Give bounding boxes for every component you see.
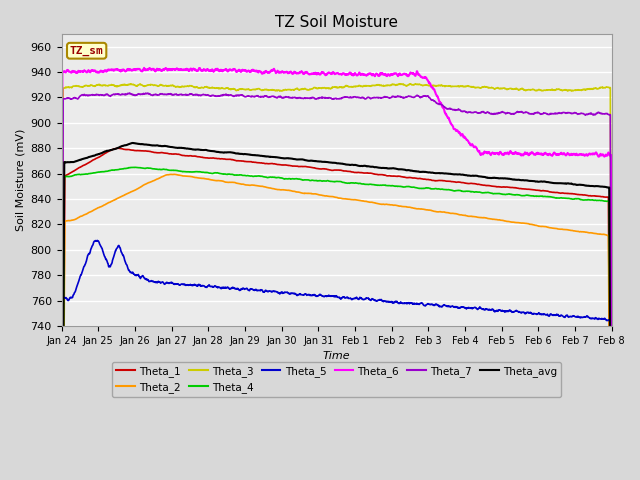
Theta_2 <box>86 209 93 215</box>
Theta_avg <box>592 183 600 189</box>
Theta_2 <box>592 230 600 236</box>
Title: TZ Soil Moisture: TZ Soil Moisture <box>275 15 398 30</box>
Line: Theta_avg: Theta_avg <box>61 143 612 480</box>
Theta_1 <box>86 159 93 165</box>
Line: Theta_4: Theta_4 <box>61 167 612 480</box>
Theta_5 <box>311 292 319 298</box>
Theta_avg <box>491 175 499 181</box>
Theta_3 <box>592 85 600 91</box>
Theta_4 <box>86 171 93 177</box>
Theta_3 <box>491 86 499 92</box>
Legend: Theta_1, Theta_2, Theta_3, Theta_4, Theta_5, Theta_6, Theta_7, Theta_avg: Theta_1, Theta_2, Theta_3, Theta_4, Thet… <box>112 361 561 397</box>
Theta_1 <box>592 193 600 199</box>
Line: Theta_1: Theta_1 <box>61 148 612 480</box>
Theta_3 <box>396 81 404 86</box>
X-axis label: Time: Time <box>323 351 351 361</box>
Theta_7 <box>491 111 499 117</box>
Theta_6 <box>592 150 600 156</box>
Theta_4 <box>130 164 138 170</box>
Line: Theta_7: Theta_7 <box>61 93 612 480</box>
Theta_avg <box>326 159 333 165</box>
Theta_1 <box>311 165 319 171</box>
Text: TZ_sm: TZ_sm <box>70 46 104 56</box>
Theta_3 <box>325 85 333 91</box>
Theta_6 <box>311 70 319 76</box>
Theta_5 <box>86 251 93 256</box>
Line: Theta_2: Theta_2 <box>61 174 612 480</box>
Theta_4 <box>491 191 499 196</box>
Theta_4 <box>592 197 600 203</box>
Theta_2 <box>326 193 333 199</box>
Theta_7 <box>126 90 134 96</box>
Theta_2 <box>170 171 178 177</box>
Theta_5 <box>491 309 499 314</box>
Theta_4 <box>326 178 333 184</box>
Theta_7 <box>326 95 333 100</box>
Theta_7 <box>311 96 319 102</box>
Theta_5 <box>326 293 333 299</box>
Theta_1 <box>326 167 333 173</box>
Theta_4 <box>311 178 319 183</box>
Theta_avg <box>311 158 319 164</box>
Theta_6 <box>86 69 93 75</box>
Theta_6 <box>491 151 499 156</box>
Theta_avg <box>129 140 137 146</box>
Theta_4 <box>592 197 600 203</box>
Theta_6 <box>592 149 600 155</box>
Theta_3 <box>86 83 93 88</box>
Theta_6 <box>326 70 333 76</box>
Theta_1 <box>491 183 499 189</box>
Theta_5 <box>592 315 600 321</box>
Theta_7 <box>592 111 600 117</box>
Theta_6 <box>140 65 148 71</box>
Line: Theta_3: Theta_3 <box>61 84 612 480</box>
Line: Theta_5: Theta_5 <box>61 240 612 480</box>
Theta_1 <box>113 145 121 151</box>
Theta_5 <box>93 238 101 243</box>
Line: Theta_6: Theta_6 <box>61 68 612 480</box>
Theta_3 <box>310 85 318 91</box>
Theta_7 <box>592 111 600 117</box>
Theta_2 <box>491 216 499 222</box>
Theta_3 <box>592 85 600 91</box>
Theta_avg <box>86 154 93 160</box>
Theta_5 <box>592 315 600 321</box>
Theta_2 <box>592 231 600 237</box>
Theta_2 <box>311 191 319 197</box>
Theta_avg <box>592 183 600 189</box>
Y-axis label: Soil Moisture (mV): Soil Moisture (mV) <box>15 129 25 231</box>
Theta_1 <box>592 193 600 199</box>
Theta_7 <box>86 92 93 98</box>
